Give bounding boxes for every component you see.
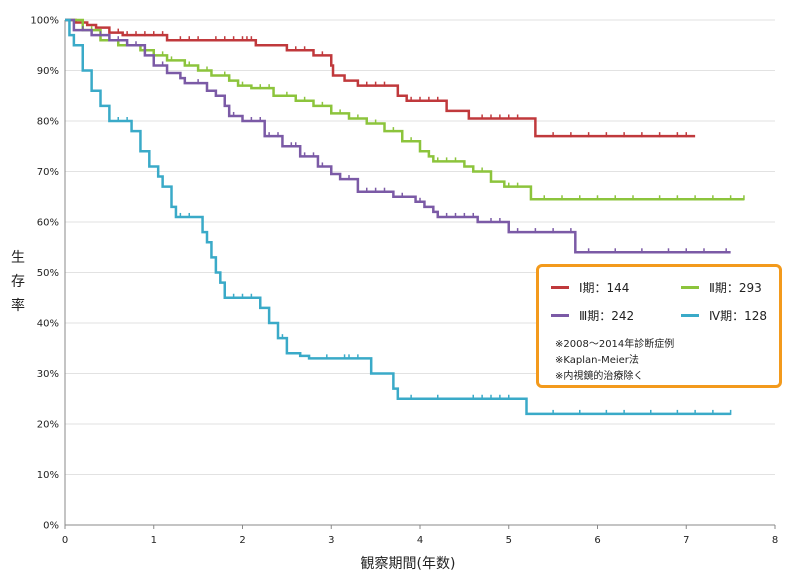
survival-line [65, 18, 731, 416]
x-tick-label: 4 [417, 535, 423, 546]
note-diagnosis-period: ※2008～2014年診断症例 [555, 339, 675, 350]
legend-swatch-stage1 [551, 286, 569, 289]
legend-swatch-stage3 [551, 314, 569, 317]
survival-line [65, 18, 731, 254]
x-tick-label: 2 [239, 535, 245, 546]
series-stage-3 [65, 18, 731, 254]
y-tick-label: 70% [37, 167, 59, 178]
y-tick-label: 100% [30, 16, 59, 27]
grid-lines [65, 19, 775, 526]
legend: Ⅰ期：144 Ⅱ期：293 Ⅲ期：242 Ⅳ期：128 ※2008～2014年診… [536, 264, 782, 388]
legend-item-stage1: Ⅰ期：144 [551, 279, 629, 296]
x-tick-label: 7 [683, 535, 689, 546]
y-axis-title-char: 存 [11, 274, 25, 290]
x-tick-label: 8 [772, 535, 778, 546]
y-tick-label: 90% [37, 66, 59, 77]
y-axis-title: 生存率 [11, 250, 25, 314]
legend-label-stage3: Ⅲ期：242 [579, 309, 635, 323]
y-tick-label: 60% [37, 218, 59, 229]
x-tick-labels: 0 1 2 3 4 5 6 7 8 [62, 535, 778, 546]
y-tick-label: 30% [37, 369, 59, 380]
series-stage-4 [65, 18, 732, 416]
x-tick-label: 0 [62, 535, 68, 546]
survival-line [65, 18, 744, 201]
y-tick-label: 40% [37, 319, 59, 330]
x-tick-label: 1 [151, 535, 157, 546]
x-tick-label: 3 [328, 535, 334, 546]
legend-swatch-stage4 [681, 314, 699, 317]
y-axis-title-char: 率 [11, 297, 25, 314]
note-exclusion: ※内視鏡的治療除く [555, 371, 644, 382]
legend-label-stage2: Ⅱ期：293 [709, 281, 762, 295]
legend-label-stage1: Ⅰ期：144 [579, 281, 630, 295]
survival-line [65, 18, 696, 138]
y-tick-label: 20% [37, 420, 59, 431]
axes [64, 20, 776, 529]
y-tick-labels: 0% 10% 20% 30% 40% 50% 60% 70% 80% 90% 100% [30, 16, 59, 532]
note-method: ※Kaplan-Meier法 [555, 355, 639, 366]
y-tick-label: 0% [43, 521, 59, 532]
y-tick-label: 50% [37, 268, 59, 279]
legend-label-stage4: Ⅳ期：128 [709, 309, 767, 323]
y-tick-label: 80% [37, 117, 59, 128]
y-tick-label: 10% [37, 470, 59, 481]
legend-item-stage2: Ⅱ期：293 [681, 279, 762, 296]
y-axis-title-char: 生 [11, 250, 25, 266]
legend-item-stage4: Ⅳ期：128 [681, 307, 767, 324]
series-lines [65, 18, 745, 416]
series-stage-2 [65, 18, 745, 201]
series-stage-1 [65, 18, 696, 138]
x-tick-label: 5 [506, 535, 512, 546]
x-axis-title: 観察期間(年数) [361, 555, 456, 572]
x-tick-label: 6 [594, 535, 600, 546]
legend-item-stage3: Ⅲ期：242 [551, 307, 634, 324]
legend-swatch-stage2 [681, 286, 699, 289]
